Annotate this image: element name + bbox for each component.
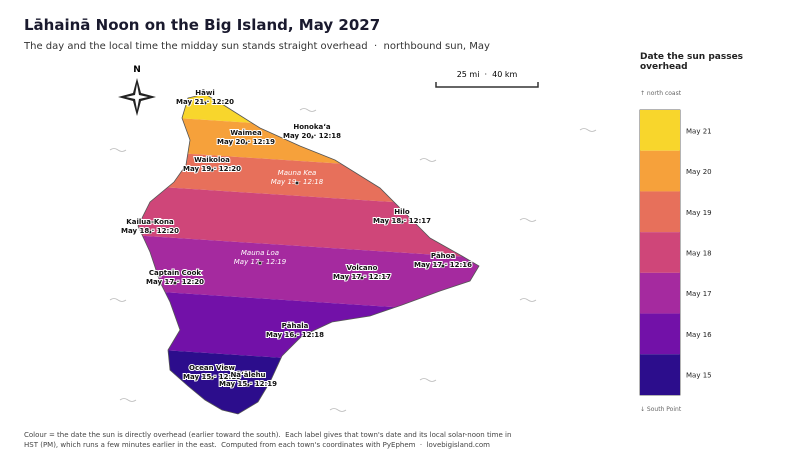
town-name: Hāwi [195, 89, 214, 97]
town-marker [245, 382, 251, 388]
subtitle: The day and the local time the midday su… [24, 41, 490, 52]
town-date-time: May 19 · 12:18 [271, 178, 324, 186]
legend-label: May 18 [686, 250, 712, 258]
legend-top-note: ↑ north coast [640, 90, 682, 97]
town-marker [399, 219, 405, 225]
date-band [138, 233, 479, 314]
town-marker [172, 280, 178, 286]
town-name: Ocean View [189, 364, 235, 372]
town-marker [309, 134, 315, 140]
town-marker [243, 140, 249, 146]
town-marker [147, 229, 153, 235]
town-marker [440, 263, 446, 269]
town-marker [209, 375, 215, 381]
legend-bottom-note: ↓ South Point [640, 406, 682, 413]
town-marker [292, 333, 298, 339]
town-name: Pāhala [282, 322, 309, 330]
town-name: Mauna Kea [278, 169, 317, 177]
scale-bar [435, 82, 539, 88]
town-date-time: May 15 · 12:19 [183, 373, 241, 381]
town-date-time: May 17 · 12:16 [414, 261, 472, 269]
town-name: Pāhoa [431, 252, 456, 260]
coastline [137, 93, 480, 415]
date-band [138, 183, 479, 259]
town-date-time: May 19 · 12:20 [183, 165, 241, 173]
town-date-time: May 16 · 12:18 [266, 331, 324, 339]
town-date-time: May 17 · 12:17 [333, 273, 391, 281]
legend-label: May 21 [686, 127, 712, 135]
north-label: N [133, 65, 141, 75]
town-marker [209, 167, 215, 173]
legend-label: May 19 [686, 209, 712, 217]
town-name: Kailua-Kona [126, 218, 174, 226]
town-marker [257, 260, 263, 266]
waves [109, 108, 597, 412]
legend-label: May 15 [686, 372, 712, 380]
town-date-time: May 17 · 12:19 [234, 258, 287, 266]
town-date-time: May 20 · 12:18 [283, 132, 341, 140]
town-name: Waikoloa [194, 156, 230, 164]
legend-swatch [640, 232, 680, 273]
scale-label: 25 mi · 40 km [457, 70, 518, 79]
town-date-time: May 17 · 12:20 [146, 278, 204, 286]
town-marker [359, 275, 365, 281]
town-name: Volcano [347, 264, 378, 272]
town-marker [202, 100, 208, 106]
title: Lāhainā Noon on the Big Island, May 2027 [24, 16, 381, 34]
legend-label: May 17 [686, 290, 712, 298]
town-date-time: May 18 · 12:17 [373, 217, 431, 225]
town-name: Mauna Loa [241, 249, 279, 257]
legend-swatch [640, 272, 680, 314]
legend-swatch [640, 354, 680, 395]
town-name: Nāʻālehu [230, 371, 265, 379]
footer: Colour = the date the sun is directly ov… [24, 431, 514, 449]
town-name: Honokaʻa [293, 123, 330, 131]
town-date-time: May 15 · 12:19 [219, 380, 277, 388]
legend-swatch [640, 110, 680, 151]
legend-label: May 16 [686, 331, 712, 339]
legend-swatch [640, 313, 680, 355]
legend-label: May 20 [686, 168, 712, 176]
town-name: Captain Cook [149, 269, 202, 277]
town-marker [294, 180, 300, 186]
legend-swatch [640, 191, 680, 233]
legend-swatch [640, 150, 680, 192]
north-arrow [118, 78, 156, 116]
town-name: Waimea [230, 129, 262, 137]
town-date-time: May 20 · 12:19 [217, 138, 275, 146]
legend-title: Date the sun passes overhead [640, 52, 744, 72]
town-date-time: May 21 · 12:20 [176, 98, 234, 106]
town-date-time: May 18 · 12:20 [121, 227, 179, 235]
town-name: Hilo [394, 208, 410, 216]
